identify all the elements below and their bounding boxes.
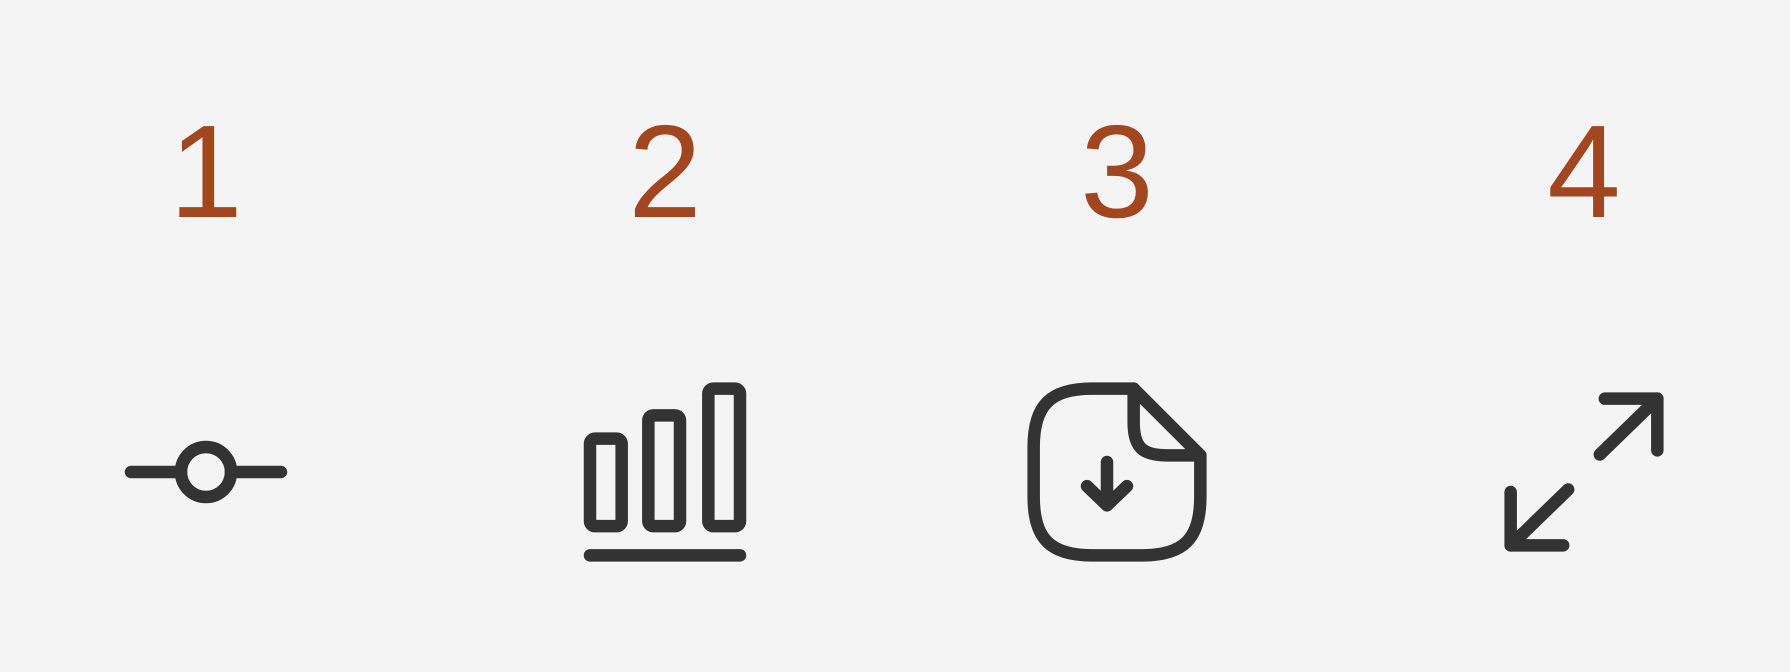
grid-item-4: 4 bbox=[1434, 0, 1734, 672]
expand-arrows-icon bbox=[1484, 372, 1684, 572]
item-number: 4 bbox=[1547, 98, 1621, 245]
bar-chart-icon bbox=[565, 372, 765, 572]
item-number: 2 bbox=[628, 98, 702, 245]
document-download-icon bbox=[1017, 372, 1217, 572]
grid-item-2: 2 bbox=[515, 0, 815, 672]
item-number: 3 bbox=[1080, 98, 1154, 245]
grid-item-1: 1 bbox=[56, 0, 356, 672]
grid-item-3: 3 bbox=[967, 0, 1267, 672]
item-number: 1 bbox=[169, 98, 243, 245]
commit-icon bbox=[106, 372, 306, 572]
